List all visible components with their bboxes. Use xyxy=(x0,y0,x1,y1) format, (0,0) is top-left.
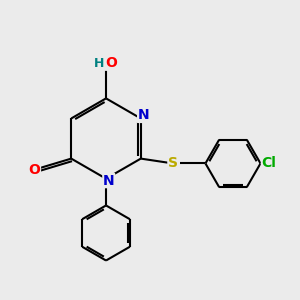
Text: Cl: Cl xyxy=(262,156,276,170)
Text: S: S xyxy=(168,156,178,170)
Text: O: O xyxy=(28,164,40,177)
Text: H: H xyxy=(94,57,104,70)
Text: O: O xyxy=(105,56,117,70)
Text: N: N xyxy=(103,174,115,188)
Text: N: N xyxy=(138,108,149,122)
